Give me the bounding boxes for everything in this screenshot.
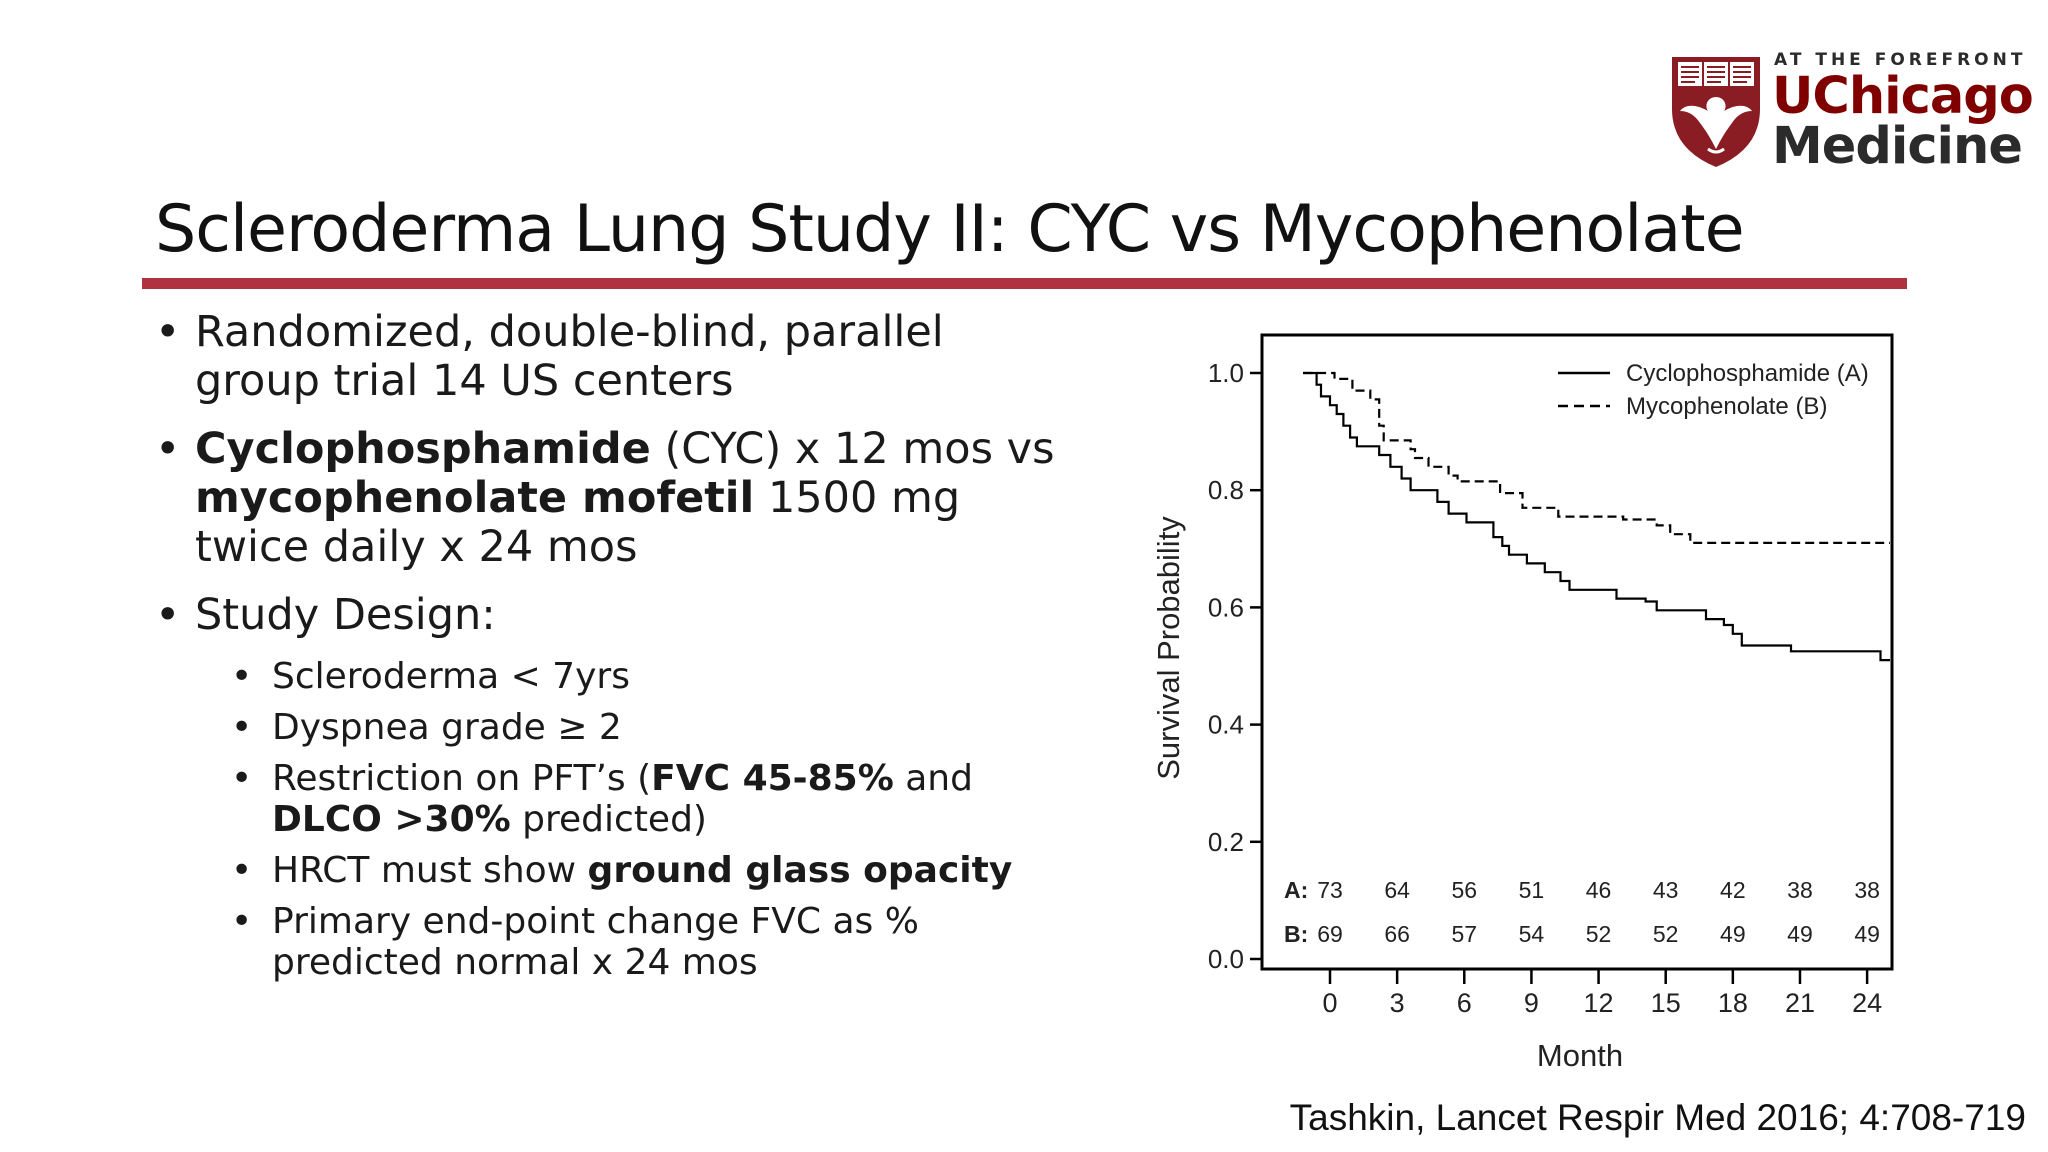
at-risk-count: 73 [1317, 877, 1343, 903]
y-tick-label: 1.0 [1208, 358, 1244, 388]
at-risk-count: 52 [1653, 921, 1679, 947]
survival-chart: 0.00.20.40.60.81.00 3 6 9 12 15 18 21 24MonthSur… [1151, 333, 1894, 1073]
sub-bullet-text: Restriction on PFT’s ( [272, 758, 652, 799]
bullet-item: • Randomized, double-blind, parallel gro… [155, 308, 1055, 406]
at-risk-row-label: A: [1284, 877, 1308, 903]
sub-bullet-item: • Primary end-point change FVC as % pred… [155, 901, 1055, 983]
x-axis-label: Month [1537, 1038, 1623, 1073]
y-axis-label: Survival Probability [1151, 516, 1186, 780]
at-risk-count: 49 [1787, 921, 1813, 947]
legend-label: Mycophenolate (B) [1626, 393, 1827, 420]
at-risk-count: 43 [1653, 877, 1679, 903]
x-tick-label: 3 [1390, 988, 1405, 1018]
at-risk-count: 42 [1720, 877, 1746, 903]
x-tick-label: 6 [1457, 988, 1472, 1018]
x-tick-label: 24 [1852, 988, 1882, 1018]
bullet-dot-icon: • [155, 424, 181, 474]
bullet-dot-icon: • [231, 707, 253, 748]
bullet-text: Study Design: [195, 590, 496, 640]
citation: Tashkin, Lancet Respir Med 2016; 4:708-7… [1289, 1097, 2026, 1138]
bullet-text: Randomized, double-blind, parallel group… [195, 307, 944, 406]
y-tick-label: 0.4 [1208, 710, 1244, 740]
sub-bullet-text: predicted) [510, 799, 707, 840]
bullet-item: • Cyclophosphamide (CYC) x 12 mos vs myc… [155, 425, 1055, 572]
x-tick-label: 0 [1322, 988, 1337, 1018]
bullet-item: • Study Design: [155, 591, 1055, 640]
bullet-text: 1500 mg twice daily x 24 mos [195, 473, 961, 572]
at-risk-count: 38 [1787, 877, 1813, 903]
sub-bullet-text: Primary end-point change FVC as % predic… [272, 901, 919, 983]
sub-bullet-text: HRCT must show [272, 850, 588, 891]
at-risk-row-label: B: [1284, 921, 1308, 947]
bullet-dot-icon: • [231, 758, 253, 799]
sub-bullet-bold-text: FVC 45-85% [651, 758, 894, 799]
x-tick-label: 18 [1718, 988, 1748, 1018]
plot-frame [1260, 333, 1894, 971]
bullet-bold-text: mycophenolate mofetil [195, 473, 755, 523]
y-tick-label: 0.0 [1208, 944, 1244, 974]
x-tick-label: 21 [1785, 988, 1815, 1018]
bullet-dot-icon: • [155, 590, 181, 640]
at-risk-count: 46 [1586, 877, 1612, 903]
bullet-dot-icon: • [231, 901, 253, 942]
bullet-bold-text: Cyclophosphamide [195, 424, 651, 474]
at-risk-count: 49 [1854, 921, 1880, 947]
at-risk-count: 52 [1586, 921, 1612, 947]
sub-bullet-text: Dyspnea grade ≥ 2 [272, 707, 622, 748]
bullet-list: • Randomized, double-blind, parallel gro… [155, 308, 1055, 993]
sub-bullet-text: Scleroderma < 7yrs [272, 656, 630, 697]
logo-tagline: AT THE FOREFRONT [1774, 50, 2027, 70]
cyclophosphamide-curve [1303, 371, 1890, 662]
x-tick-label: 15 [1651, 988, 1681, 1018]
at-risk-count: 51 [1519, 877, 1545, 903]
logo-org-name: UChicago [1772, 67, 2034, 126]
at-risk-count: 56 [1451, 877, 1477, 903]
uchicago-medicine-logo: AT THE FOREFRONT UChicago Medicine [1668, 50, 2034, 174]
sub-bullet-item: • Dyspnea grade ≥ 2 [155, 707, 1055, 748]
title-divider [142, 278, 1907, 289]
legend-label: Cyclophosphamide (A) [1626, 360, 1869, 387]
slide-title: Scleroderma Lung Study II: CYC vs Mycoph… [155, 192, 1745, 267]
mycophenolate-curve [1303, 371, 1890, 544]
at-risk-count: 54 [1519, 921, 1545, 947]
at-risk-count: 49 [1720, 921, 1746, 947]
sub-bullet-bold-text: DLCO >30% [272, 799, 511, 840]
y-tick-label: 0.2 [1208, 827, 1244, 857]
y-tick-label: 0.8 [1208, 475, 1244, 505]
at-risk-count: 57 [1451, 921, 1477, 947]
bullet-dot-icon: • [155, 307, 181, 357]
bullet-text: (CYC) x 12 mos vs [650, 424, 1055, 474]
sub-bullet-item: • HRCT must show ground glass opacity [155, 850, 1055, 891]
phoenix-crest-icon [1672, 57, 1760, 167]
sub-bullet-item: • Scleroderma < 7yrs [155, 656, 1055, 697]
at-risk-count: 66 [1384, 921, 1410, 947]
x-tick-label: 9 [1524, 988, 1539, 1018]
bullet-dot-icon: • [231, 656, 253, 697]
sub-bullet-bold-text: ground glass opacity [587, 850, 1013, 891]
sub-bullet-text: and [893, 758, 973, 799]
at-risk-count: 64 [1384, 877, 1410, 903]
at-risk-count: 38 [1854, 877, 1880, 903]
sub-bullet-item: • Restriction on PFT’s (FVC 45-85% and D… [155, 758, 1055, 840]
logo-dept-name: Medicine [1772, 117, 2023, 176]
x-tick-label: 12 [1584, 988, 1614, 1018]
at-risk-count: 69 [1317, 921, 1343, 947]
bullet-dot-icon: • [231, 850, 253, 891]
y-tick-label: 0.6 [1208, 592, 1244, 622]
